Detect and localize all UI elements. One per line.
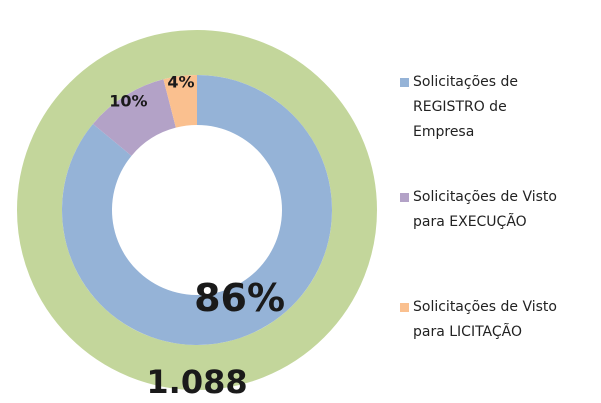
data-label: 4%: [167, 73, 194, 92]
donut-slice: [61, 75, 332, 346]
data-label: 10%: [109, 91, 147, 110]
legend-label: Solicitações de Visto para LICITAÇÃO: [413, 299, 557, 340]
legend-label: Solicitações de Visto para EXECUÇÃO: [413, 189, 557, 230]
legend-swatch: [400, 78, 409, 87]
data-label: 86%: [194, 276, 285, 320]
legend-swatch: [400, 303, 409, 312]
legend-item: Solicitações de Visto para EXECUÇÃO: [400, 185, 570, 235]
donut-slice: [92, 79, 176, 156]
outer-ring: [17, 30, 377, 390]
total-label: 1.088: [146, 363, 247, 401]
legend-item: Solicitações de REGISTRO de Empresa: [400, 70, 570, 145]
legend-item: Solicitações de Visto para LICITAÇÃO: [400, 295, 570, 345]
legend-swatch: [400, 193, 409, 202]
legend-label: Solicitações de REGISTRO de Empresa: [413, 74, 519, 140]
donut-slice: [163, 75, 197, 128]
